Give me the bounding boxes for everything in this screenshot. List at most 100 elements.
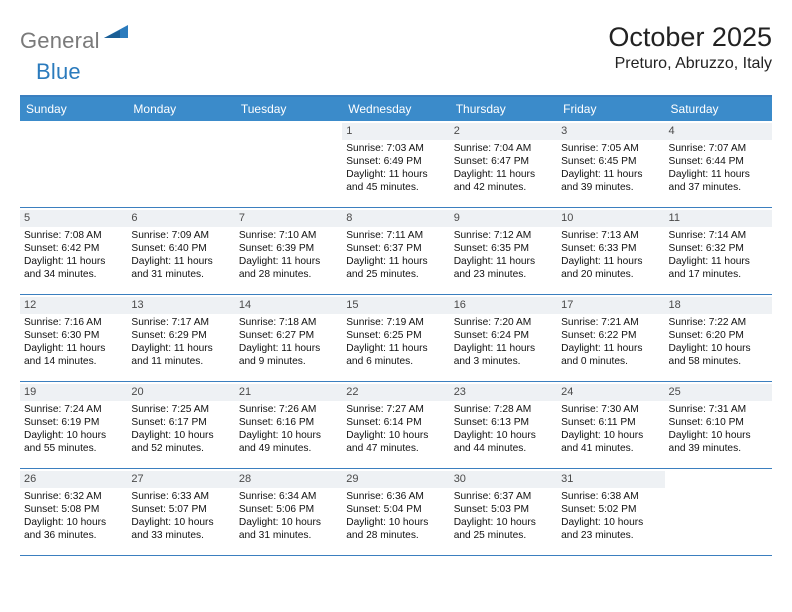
day-details: Sunrise: 7:04 AM Sunset: 6:47 PM Dayligh… — [454, 142, 553, 194]
day-details: Sunrise: 7:30 AM Sunset: 6:11 PM Dayligh… — [561, 403, 660, 455]
day-details: Sunrise: 6:36 AM Sunset: 5:04 PM Dayligh… — [346, 490, 445, 542]
day-cell: 2 Sunrise: 7:04 AM Sunset: 6:47 PM Daylig… — [450, 121, 557, 207]
day-cell: 30 Sunrise: 6:37 AM Sunset: 5:03 PM Dayli… — [450, 469, 557, 555]
day-details: Sunrise: 7:18 AM Sunset: 6:27 PM Dayligh… — [239, 316, 338, 368]
day-cell: 24 Sunrise: 7:30 AM Sunset: 6:11 PM Dayli… — [557, 382, 664, 468]
day-cell: 3Sunrise: 7:05 AM Sunset: 6:45 PM Daylig… — [557, 121, 664, 207]
day-cell: 25 Sunrise: 7:31 AM Sunset: 6:10 PM Dayli… — [665, 382, 772, 468]
day-details: Sunrise: 7:28 AM Sunset: 6:13 PM Dayligh… — [454, 403, 553, 455]
day-number: 20 — [127, 384, 234, 401]
dow-monday: Monday — [127, 97, 234, 121]
day-number: 21 — [235, 384, 342, 401]
day-details: Sunrise: 7:17 AM Sunset: 6:29 PM Dayligh… — [131, 316, 230, 368]
day-number: 1 — [342, 123, 449, 140]
day-number: 17 — [557, 297, 664, 314]
dow-saturday: Saturday — [665, 97, 772, 121]
logo-text-2: Blue — [36, 59, 81, 85]
day-number: 29 — [342, 471, 449, 488]
day-details: Sunrise: 7:11 AM Sunset: 6:37 PM Dayligh… — [346, 229, 445, 281]
day-number: 10 — [557, 210, 664, 227]
day-details: Sunrise: 7:16 AM Sunset: 6:30 PM Dayligh… — [24, 316, 123, 368]
day-cell: 11 Sunrise: 7:14 AM Sunset: 6:32 PM Dayli… — [665, 208, 772, 294]
day-cell — [127, 121, 234, 207]
day-number: 16 — [450, 297, 557, 314]
day-number: 9 — [450, 210, 557, 227]
day-number: 5 — [20, 210, 127, 227]
day-cell: 4 Sunrise: 7:07 AM Sunset: 6:44 PM Daylig… — [665, 121, 772, 207]
day-cell: 5 Sunrise: 7:08 AM Sunset: 6:42 PM Daylig… — [20, 208, 127, 294]
week-row: 26 Sunrise: 6:32 AM Sunset: 5:08 PM Dayli… — [20, 469, 772, 556]
month-title: October 2025 — [608, 22, 772, 53]
day-cell: 19 Sunrise: 7:24 AM Sunset: 6:19 PM Dayli… — [20, 382, 127, 468]
day-number: 14 — [235, 297, 342, 314]
day-number: 30 — [450, 471, 557, 488]
day-number: 2 — [450, 123, 557, 140]
day-cell: 6 Sunrise: 7:09 AM Sunset: 6:40 PM Daylig… — [127, 208, 234, 294]
day-number: 11 — [665, 210, 772, 227]
day-number: 25 — [665, 384, 772, 401]
day-number: 19 — [20, 384, 127, 401]
day-number: 6 — [127, 210, 234, 227]
logo-mark-icon — [104, 22, 130, 45]
title-block: October 2025 Preturo, Abruzzo, Italy — [608, 22, 772, 73]
dow-tuesday: Tuesday — [235, 97, 342, 121]
logo-text-1: General — [20, 28, 100, 54]
day-cell: 23Sunrise: 7:28 AM Sunset: 6:13 PM Dayli… — [450, 382, 557, 468]
day-details: Sunrise: 7:13 AM Sunset: 6:33 PM Dayligh… — [561, 229, 660, 281]
day-details: Sunrise: 6:38 AM Sunset: 5:02 PM Dayligh… — [561, 490, 660, 542]
day-cell — [20, 121, 127, 207]
location-label: Preturo, Abruzzo, Italy — [608, 55, 772, 73]
day-details: Sunrise: 7:12 AM Sunset: 6:35 PM Dayligh… — [454, 229, 553, 281]
day-details: Sunrise: 7:03 AM Sunset: 6:49 PM Dayligh… — [346, 142, 445, 194]
day-cell — [235, 121, 342, 207]
day-cell: 18 Sunrise: 7:22 AM Sunset: 6:20 PM Dayli… — [665, 295, 772, 381]
day-number: 31 — [557, 471, 664, 488]
day-cell — [665, 469, 772, 555]
day-details: Sunrise: 7:21 AM Sunset: 6:22 PM Dayligh… — [561, 316, 660, 368]
day-details: Sunrise: 6:37 AM Sunset: 5:03 PM Dayligh… — [454, 490, 553, 542]
day-cell: 21Sunrise: 7:26 AM Sunset: 6:16 PM Dayli… — [235, 382, 342, 468]
day-cell: 14 Sunrise: 7:18 AM Sunset: 6:27 PM Dayli… — [235, 295, 342, 381]
day-details: Sunrise: 7:05 AM Sunset: 6:45 PM Dayligh… — [561, 142, 660, 194]
day-number: 15 — [342, 297, 449, 314]
day-cell: 15 Sunrise: 7:19 AM Sunset: 6:25 PM Dayli… — [342, 295, 449, 381]
day-cell: 29 Sunrise: 6:36 AM Sunset: 5:04 PM Dayli… — [342, 469, 449, 555]
logo: General — [20, 28, 132, 54]
day-cell: 17 Sunrise: 7:21 AM Sunset: 6:22 PM Dayli… — [557, 295, 664, 381]
day-details: Sunrise: 6:32 AM Sunset: 5:08 PM Dayligh… — [24, 490, 123, 542]
day-cell: 1 Sunrise: 7:03 AM Sunset: 6:49 PM Daylig… — [342, 121, 449, 207]
day-number: 28 — [235, 471, 342, 488]
day-details: Sunrise: 7:31 AM Sunset: 6:10 PM Dayligh… — [669, 403, 768, 455]
day-details: Sunrise: 7:22 AM Sunset: 6:20 PM Dayligh… — [669, 316, 768, 368]
day-number: 24 — [557, 384, 664, 401]
day-cell: 7Sunrise: 7:10 AM Sunset: 6:39 PM Daylig… — [235, 208, 342, 294]
day-details: Sunrise: 7:19 AM Sunset: 6:25 PM Dayligh… — [346, 316, 445, 368]
day-number: 7 — [235, 210, 342, 227]
day-number: 18 — [665, 297, 772, 314]
day-number: 22 — [342, 384, 449, 401]
day-details: Sunrise: 6:34 AM Sunset: 5:06 PM Dayligh… — [239, 490, 338, 542]
calendar-page: General October 2025 Preturo, Abruzzo, I… — [0, 0, 792, 566]
dow-sunday: Sunday — [20, 97, 127, 121]
day-cell: 26 Sunrise: 6:32 AM Sunset: 5:08 PM Dayli… — [20, 469, 127, 555]
day-cell: 8 Sunrise: 7:11 AM Sunset: 6:37 PM Daylig… — [342, 208, 449, 294]
day-details: Sunrise: 7:09 AM Sunset: 6:40 PM Dayligh… — [131, 229, 230, 281]
week-row: 5 Sunrise: 7:08 AM Sunset: 6:42 PM Daylig… — [20, 208, 772, 295]
day-details: Sunrise: 7:07 AM Sunset: 6:44 PM Dayligh… — [669, 142, 768, 194]
day-number: 8 — [342, 210, 449, 227]
day-number: 26 — [20, 471, 127, 488]
dow-row: SundayMondayTuesdayWednesdayThursdayFrid… — [20, 97, 772, 121]
day-cell: 20 Sunrise: 7:25 AM Sunset: 6:17 PM Dayli… — [127, 382, 234, 468]
day-number: 4 — [665, 123, 772, 140]
day-details: Sunrise: 7:25 AM Sunset: 6:17 PM Dayligh… — [131, 403, 230, 455]
dow-friday: Friday — [557, 97, 664, 121]
day-number: 12 — [20, 297, 127, 314]
day-details: Sunrise: 7:24 AM Sunset: 6:19 PM Dayligh… — [24, 403, 123, 455]
day-details: Sunrise: 7:20 AM Sunset: 6:24 PM Dayligh… — [454, 316, 553, 368]
day-details: Sunrise: 6:33 AM Sunset: 5:07 PM Dayligh… — [131, 490, 230, 542]
day-cell: 28 Sunrise: 6:34 AM Sunset: 5:06 PM Dayli… — [235, 469, 342, 555]
day-cell: 12 Sunrise: 7:16 AM Sunset: 6:30 PM Dayli… — [20, 295, 127, 381]
day-details: Sunrise: 7:08 AM Sunset: 6:42 PM Dayligh… — [24, 229, 123, 281]
weeks-container: 1 Sunrise: 7:03 AM Sunset: 6:49 PM Daylig… — [20, 121, 772, 556]
day-details: Sunrise: 7:14 AM Sunset: 6:32 PM Dayligh… — [669, 229, 768, 281]
